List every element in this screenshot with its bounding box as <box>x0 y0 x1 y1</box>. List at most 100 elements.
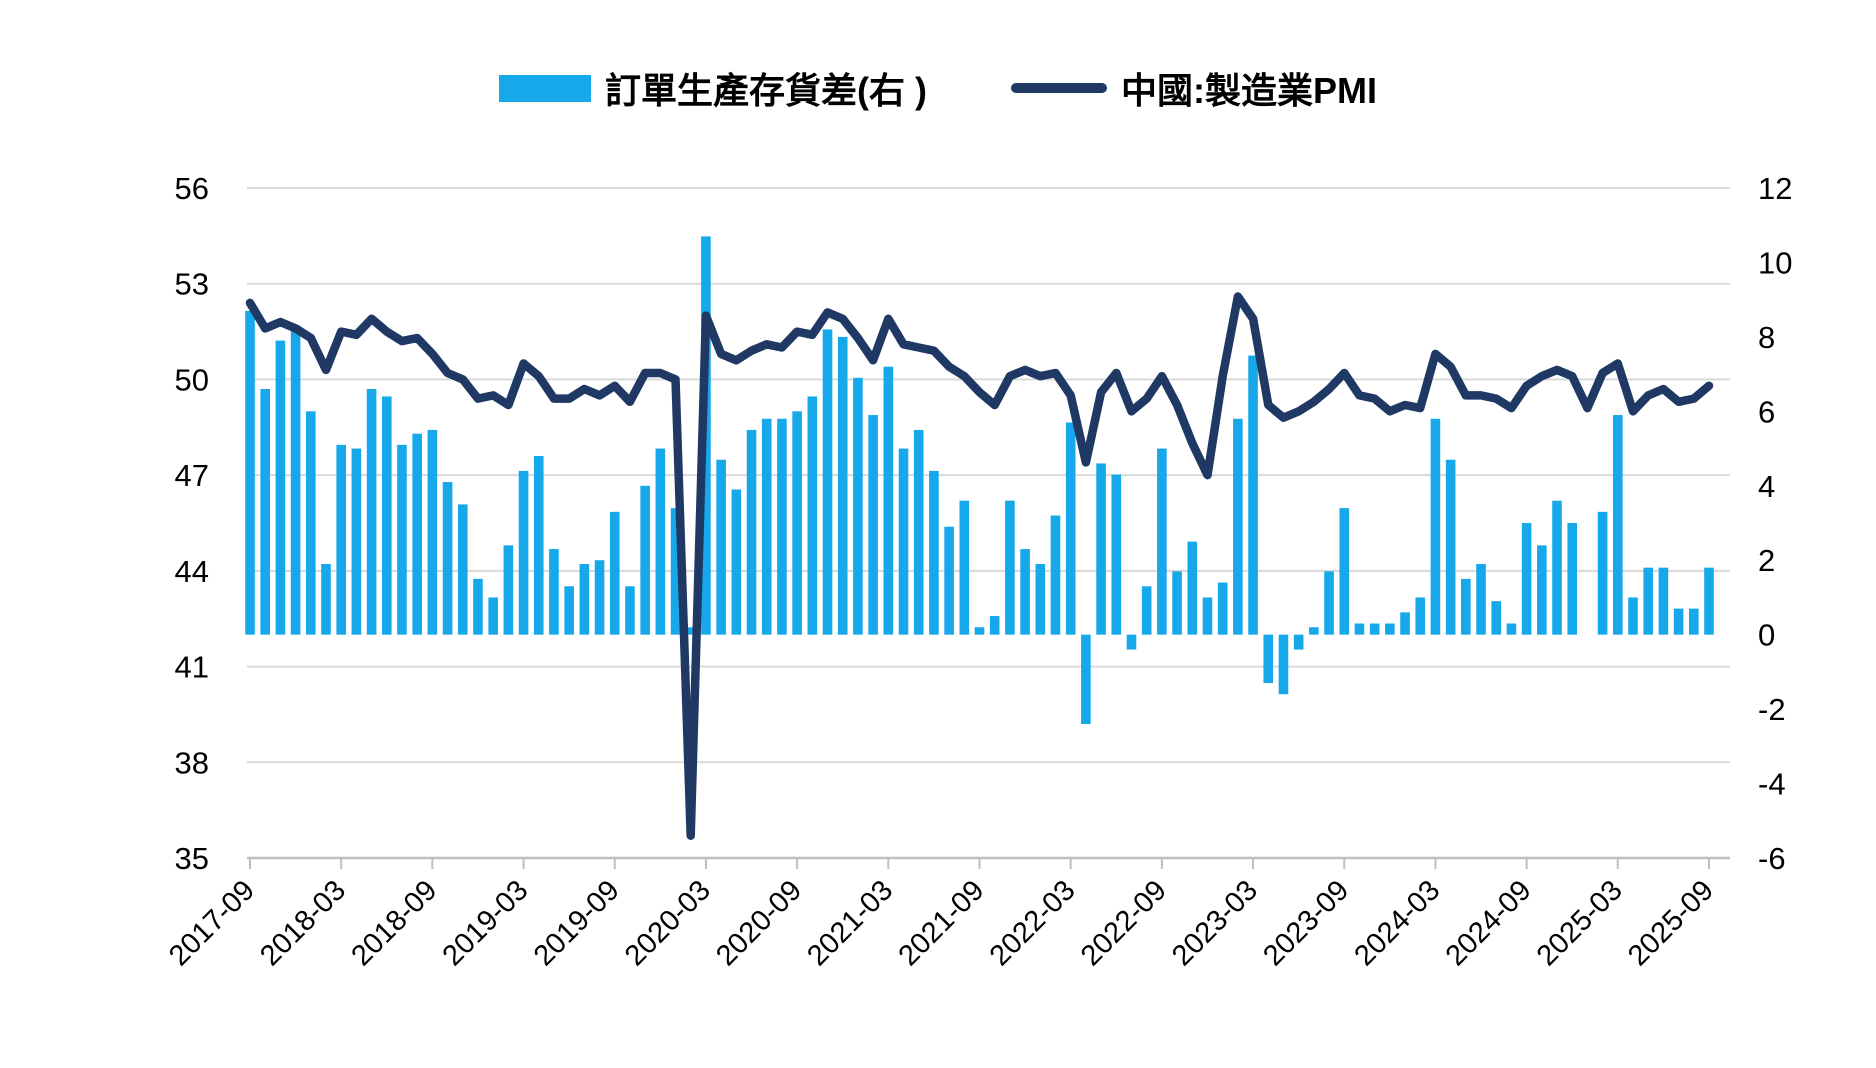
bar <box>609 511 620 635</box>
bar <box>564 586 574 635</box>
y-axis-left-label: 41 <box>175 650 209 685</box>
bar <box>655 448 666 635</box>
bar <box>929 470 939 635</box>
bar <box>777 418 787 635</box>
bar <box>1278 634 1289 695</box>
bar <box>1567 523 1578 635</box>
bar <box>305 411 316 635</box>
bar <box>883 366 894 635</box>
bar <box>746 429 757 635</box>
bar <box>1263 634 1274 684</box>
bar <box>1126 634 1137 650</box>
bar <box>336 444 346 635</box>
bar <box>1506 623 1517 635</box>
bar <box>1476 563 1486 635</box>
y-axis-right-label: 4 <box>1758 469 1775 504</box>
bar <box>944 526 954 635</box>
bar <box>1521 523 1532 635</box>
bar <box>366 389 377 635</box>
x-axis-label: 2021-09 <box>893 874 991 972</box>
bar <box>1491 601 1502 635</box>
bar <box>837 336 848 635</box>
bar <box>898 448 909 635</box>
bar <box>1020 549 1030 635</box>
chart-legend: 訂單生產存貨差(右 ) 中國:製造業PMI <box>0 62 1876 114</box>
bar <box>488 597 498 635</box>
bar <box>807 396 818 635</box>
bar <box>1673 608 1684 635</box>
x-axis-label: 2024-03 <box>1348 874 1446 972</box>
bar <box>1157 448 1167 635</box>
y-axis-left-label: 38 <box>175 745 209 780</box>
bar <box>822 329 833 635</box>
x-axis-label: 2018-03 <box>254 874 352 972</box>
bar <box>1081 634 1091 724</box>
bar <box>625 586 635 635</box>
bar <box>1248 355 1258 635</box>
bar <box>913 429 924 635</box>
bar <box>533 456 544 635</box>
bar <box>473 578 483 635</box>
bar <box>245 310 255 635</box>
bar <box>959 500 970 635</box>
x-axis-label: 2022-09 <box>1075 874 1173 972</box>
y-axis-right-label: -6 <box>1758 841 1786 876</box>
bar <box>716 459 726 635</box>
bar <box>579 563 590 635</box>
x-axis-label: 2025-09 <box>1622 874 1720 972</box>
y-axis-right-label: -4 <box>1758 767 1786 802</box>
bar <box>503 545 514 635</box>
bar-swatch-icon <box>499 74 591 102</box>
x-axis-label: 2020-03 <box>619 874 717 972</box>
bar <box>1354 623 1365 635</box>
x-axis-label: 2023-03 <box>1166 874 1264 972</box>
bar <box>397 444 407 635</box>
y-axis-right-label: -2 <box>1758 692 1786 727</box>
bar <box>1172 571 1182 635</box>
bar <box>1552 500 1562 635</box>
x-axis-label: 2023-09 <box>1257 874 1355 972</box>
legend-item-bar-series: 訂單生產存貨差(右 ) <box>499 62 927 114</box>
bar <box>1461 578 1471 635</box>
bar <box>1141 586 1152 635</box>
x-axis-label: 2025-03 <box>1531 874 1629 972</box>
bar <box>1035 563 1046 635</box>
y-axis-right-label: 6 <box>1758 394 1775 429</box>
bar <box>1217 582 1228 635</box>
bar <box>761 418 772 635</box>
x-axis-label: 2024-09 <box>1440 874 1538 972</box>
bar <box>1445 459 1456 635</box>
bar <box>1111 474 1122 635</box>
bar <box>1233 418 1243 635</box>
y-axis-right-label: 2 <box>1758 543 1775 578</box>
bar <box>731 489 742 635</box>
bar <box>685 627 696 635</box>
line-swatch-icon <box>1010 83 1107 93</box>
bar <box>1339 508 1350 635</box>
y-axis-left-label: 56 <box>175 171 209 206</box>
bar <box>1689 608 1699 635</box>
bar <box>594 560 605 635</box>
bar <box>1658 567 1669 635</box>
bar <box>427 429 438 635</box>
bar <box>1385 623 1395 635</box>
bar <box>1096 463 1106 635</box>
bar <box>1293 634 1304 650</box>
bar <box>412 433 422 635</box>
bar <box>1537 545 1547 635</box>
x-axis-label: 2022-03 <box>984 874 1082 972</box>
bar <box>442 482 453 635</box>
bar <box>974 627 985 635</box>
y-axis-right-label: 8 <box>1758 320 1775 355</box>
bar <box>1202 597 1213 635</box>
legend-label-bar-series: 訂單生產存貨差(右 ) <box>605 70 927 111</box>
x-axis-label: 2020-09 <box>710 874 808 972</box>
bar <box>670 508 681 635</box>
y-axis-left-label: 35 <box>175 841 209 876</box>
bar <box>1628 597 1638 635</box>
x-axis-label: 2018-09 <box>345 874 443 972</box>
bar <box>290 325 301 635</box>
bar <box>260 389 270 635</box>
x-axis-label: 2021-03 <box>801 874 899 972</box>
bar <box>518 470 529 635</box>
